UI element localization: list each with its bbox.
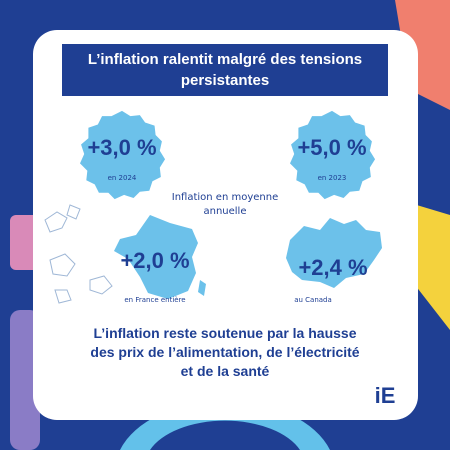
conclusion-line: L’inflation reste soutenue par la hausse — [94, 325, 357, 341]
stat-caption: au Canada — [294, 296, 332, 304]
stat-caption: en 2024 — [108, 174, 137, 182]
conclusion-line: des prix de l’alimentation, de l’électri… — [90, 344, 359, 360]
subtitle-line: Inflation en moyenne — [172, 192, 278, 203]
stat-value: +3,0 % — [87, 135, 156, 160]
title-box — [62, 44, 388, 96]
title-line: persistantes — [181, 72, 269, 89]
stat-caption: en France entière — [124, 296, 185, 304]
stat-value: +2,0 % — [120, 248, 189, 273]
stat-value: +2,4 % — [298, 255, 367, 280]
deco-pink — [10, 215, 40, 270]
logo: iE — [375, 383, 396, 408]
title-line: L’inflation ralentit malgré des tensions — [88, 51, 362, 68]
stat-value: +5,0 % — [297, 135, 366, 160]
deco-purple — [10, 310, 40, 450]
map-france — [114, 215, 206, 299]
map-canada — [286, 218, 382, 288]
conclusion-line: et de la santé — [181, 363, 270, 379]
subtitle-line: annuelle — [203, 206, 246, 217]
map-dom — [44, 204, 113, 304]
stat-caption: en 2023 — [318, 174, 347, 182]
